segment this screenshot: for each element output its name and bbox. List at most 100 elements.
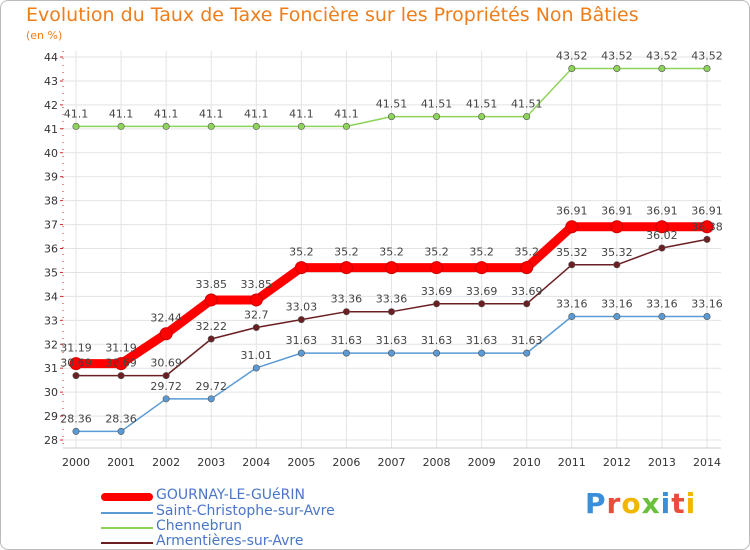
data-label: 41.51: [376, 98, 408, 111]
data-label: 35.2: [334, 246, 359, 259]
data-label: 41.1: [244, 107, 269, 120]
x-tick-label: 2004: [242, 456, 270, 469]
data-label: 35.2: [424, 246, 449, 259]
data-label: 33.03: [286, 301, 318, 314]
data-label: 36.91: [601, 205, 633, 218]
data-label: 31.63: [466, 334, 498, 347]
data-point: [700, 220, 714, 234]
data-point: [658, 312, 666, 320]
data-label: 29.72: [150, 380, 182, 393]
data-point: [523, 113, 531, 121]
data-point: [159, 327, 173, 341]
data-label: 41.51: [421, 98, 453, 111]
data-label: 33.16: [646, 297, 678, 310]
data-label: 28.36: [60, 412, 92, 425]
grid: [63, 51, 721, 448]
data-point: [294, 261, 308, 275]
data-point: [520, 261, 534, 275]
data-point: [478, 113, 486, 121]
legend-label: GOURNAY-LE-GUéRIN: [156, 487, 305, 503]
y-tick-label: 42: [44, 99, 58, 112]
data-label: 41.1: [154, 107, 179, 120]
data-label: 41.1: [199, 107, 224, 120]
data-point: [387, 113, 395, 121]
y-tick-label: 33: [44, 314, 58, 327]
data-point: [249, 293, 263, 307]
logo-letter: o: [621, 487, 642, 520]
data-label: 35.32: [556, 246, 588, 259]
y-tick-label: 30: [44, 386, 58, 399]
data-label: 33.85: [195, 278, 227, 291]
data-point: [523, 349, 531, 357]
data-label: 31.01: [241, 349, 273, 362]
x-tick-label: 2014: [693, 456, 721, 469]
data-point: [703, 312, 711, 320]
x-tick-label: 2013: [648, 456, 676, 469]
data-label: 33.16: [601, 297, 633, 310]
data-point: [610, 220, 624, 234]
y-tick-label: 41: [44, 123, 58, 136]
data-point: [523, 300, 531, 308]
data-label: 41.1: [289, 107, 314, 120]
data-point: [387, 349, 395, 357]
data-point: [433, 300, 441, 308]
legend-label: Armentières-sur-Avre: [156, 533, 304, 549]
legend-swatch: [101, 512, 153, 514]
data-label: 43.52: [646, 49, 678, 62]
data-point: [565, 220, 579, 234]
data-label: 36.91: [691, 205, 723, 218]
legend-swatch: [101, 493, 153, 501]
data-point: [162, 372, 170, 380]
data-point: [162, 122, 170, 130]
data-label: 35.2: [469, 246, 494, 259]
data-label: 32.22: [195, 320, 227, 333]
data-point: [342, 122, 350, 130]
data-point: [114, 357, 128, 371]
logo-letter: i: [660, 487, 672, 520]
data-label: 41.51: [466, 98, 498, 111]
data-point: [613, 312, 621, 320]
data-label: 43.52: [691, 49, 723, 62]
data-point: [117, 427, 125, 435]
y-tick-label: 39: [44, 171, 58, 184]
x-tick-label: 2012: [603, 456, 631, 469]
data-point: [655, 220, 669, 234]
x-tick-label: 2009: [468, 456, 496, 469]
data-point: [207, 335, 215, 343]
x-tick-label: 2002: [152, 456, 180, 469]
data-point: [204, 293, 218, 307]
data-point: [475, 261, 489, 275]
logo-letter: r: [606, 487, 622, 520]
data-label: 32.7: [244, 308, 269, 321]
logo-letter: i: [685, 487, 697, 520]
data-label: 35.2: [379, 246, 404, 259]
data-point: [613, 261, 621, 269]
data-point: [72, 372, 80, 380]
data-label: 41.1: [334, 107, 359, 120]
data-point: [658, 244, 666, 252]
data-label: 31.19: [60, 342, 92, 355]
logo-letter: x: [641, 487, 661, 520]
data-point: [385, 261, 398, 275]
x-tick-label: 2006: [332, 456, 360, 469]
data-point: [430, 261, 444, 275]
y-tick-label: 34: [44, 290, 58, 303]
chart-title: Evolution du Taux de Taxe Foncière sur l…: [26, 4, 639, 26]
data-point: [69, 357, 83, 371]
data-label: 41.51: [511, 98, 543, 111]
data-point: [72, 427, 80, 435]
data-label: 36.91: [556, 205, 588, 218]
data-label: 36.38: [691, 220, 723, 233]
y-tick-label: 37: [44, 219, 58, 232]
data-label: 31.63: [286, 334, 318, 347]
series-lines: [69, 64, 714, 435]
data-label: 41.1: [109, 107, 134, 120]
data-point: [297, 349, 305, 357]
data-point: [207, 122, 215, 130]
data-label: 35.2: [514, 246, 539, 259]
data-point: [387, 308, 395, 316]
data-point: [433, 349, 441, 357]
y-axis-unit-label: (en %): [26, 29, 63, 42]
y-tick-label: 43: [44, 75, 58, 88]
data-label: 31.19: [105, 342, 137, 355]
